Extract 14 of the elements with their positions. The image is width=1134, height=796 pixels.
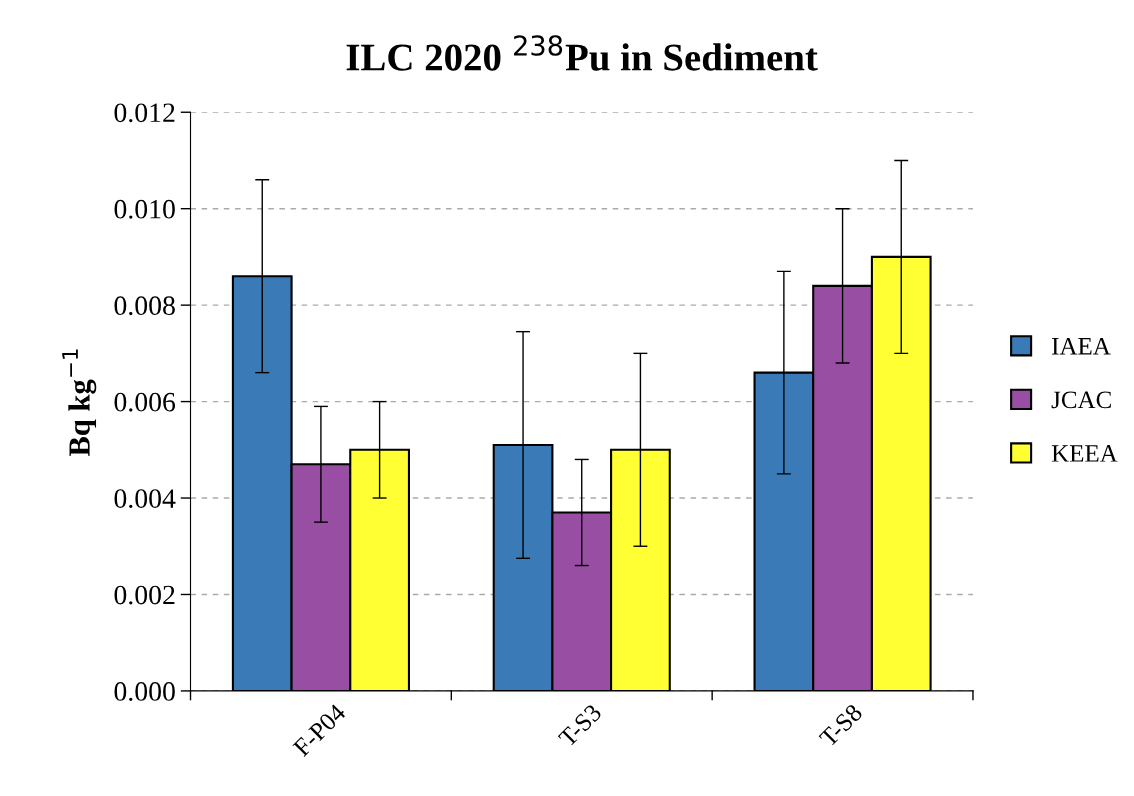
y-axis-title: Bq kg$^{−1}$ [62,349,97,457]
y-tick-label: 0.000 [114,682,175,701]
y-tick-label: 0.008 [114,296,175,316]
y-tick-label: 0.010 [114,199,175,219]
legend-label: JCAC [1051,391,1111,409]
x-tick-label: T-S3 [557,703,603,748]
y-tick-label: 0.002 [114,585,175,605]
y-tick-label: 0.004 [114,489,176,509]
legend-label: KEEA [1051,445,1118,462]
legend-label: IAEA [1052,337,1111,355]
x-tick-label: T-S8 [818,703,864,748]
y-tick-label: 0.006 [114,392,176,412]
chart-title: ILC 2020 $^{238}$Pu in Sediment [346,35,818,71]
y-tick-label: 0.012 [114,103,175,123]
